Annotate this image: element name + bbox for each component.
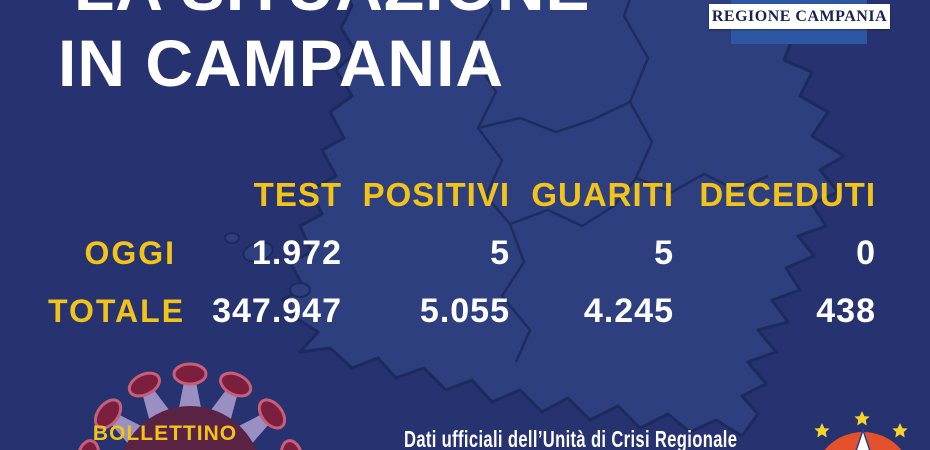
bulletin-line-2: DELL'8 AGOSTO 2020 <box>35 446 295 450</box>
title-line-2: IN CAMPANIA <box>58 26 505 100</box>
title-line-1: LA SITUAZIONE <box>58 0 591 25</box>
cell-totale-deceduti: 438 <box>816 292 876 330</box>
column-header-test: TEST <box>253 176 342 213</box>
stats-table: TEST POSITIVI GUARITI DECEDUTI OGGI 1.97… <box>48 176 876 330</box>
cell-oggi-positivi: 5 <box>490 234 510 272</box>
column-header-deceduti: DECEDUTI <box>699 176 876 213</box>
row-label-oggi: OGGI <box>84 235 176 271</box>
badge-label: REGIONE CAMPANIA <box>711 7 888 25</box>
corner-cell <box>48 178 176 212</box>
logo-stars <box>814 411 908 438</box>
coronavirus-icon <box>76 362 304 450</box>
cell-oggi-test: 1.972 <box>251 234 342 272</box>
gulf-islands <box>224 232 311 298</box>
regione-campania-badge: REGIONE CAMPANIA <box>709 4 890 29</box>
cell-totale-positivi: 5.055 <box>419 292 510 330</box>
column-header-positivi: POSITIVI <box>362 176 510 213</box>
bulletin-line-1: BOLLETTINO <box>92 422 238 445</box>
column-header-guariti: GUARITI <box>531 176 674 213</box>
cell-oggi-deceduti: 0 <box>856 234 876 272</box>
row-label-totale: TOTALE <box>48 293 186 329</box>
source-note: Dati ufficiali dell’Unità di Crisi Regio… <box>404 426 738 450</box>
cell-oggi-guariti: 5 <box>654 234 674 272</box>
page-title: LA SITUAZIONE IN CAMPANIA <box>58 0 591 101</box>
civil-protection-logo-icon <box>814 411 908 450</box>
cell-totale-test: 347.947 <box>212 292 342 330</box>
bulletin-date: BOLLETTINO DELL'8 AGOSTO 2020 <box>35 421 295 450</box>
cell-totale-guariti: 4.245 <box>583 292 674 330</box>
